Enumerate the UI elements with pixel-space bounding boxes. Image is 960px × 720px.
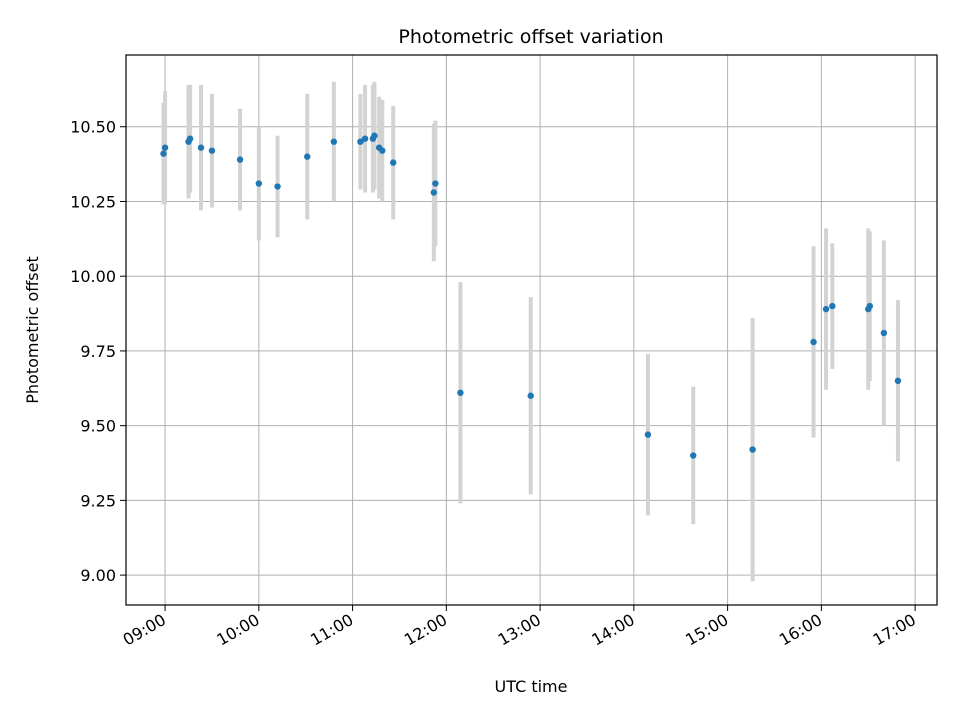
data-point <box>390 159 397 166</box>
data-point <box>357 138 364 145</box>
data-point <box>161 144 169 151</box>
plot-area-frame <box>125 54 938 606</box>
data-point <box>186 135 194 142</box>
data-point <box>880 329 888 337</box>
data-point <box>371 132 378 139</box>
data-point <box>527 392 534 399</box>
y-axis-title: Photometric offset <box>23 256 42 404</box>
y-tick-label: 9.50 <box>80 417 116 436</box>
data-point <box>379 147 386 154</box>
y-tick-label: 10.00 <box>70 267 116 286</box>
x-axis-title: UTC time <box>495 677 568 696</box>
data-point <box>457 389 464 396</box>
y-tick-label: 10.50 <box>70 118 116 137</box>
data-point <box>432 180 439 187</box>
y-tick-label: 10.25 <box>70 192 116 211</box>
data-point <box>236 156 244 163</box>
chart-title: Photometric offset variation <box>398 26 663 48</box>
y-tick-label: 9.75 <box>80 342 116 361</box>
data-point <box>822 305 830 313</box>
data-point <box>197 144 205 151</box>
data-point <box>690 452 697 459</box>
grid <box>126 55 937 605</box>
data-point <box>894 377 902 385</box>
data-point <box>160 150 167 157</box>
y-axis-ticks: 9.00 9.25 9.50 9.75 10.00 10.25 10.50 <box>70 118 126 585</box>
data-point <box>644 431 652 438</box>
data-points <box>160 132 902 459</box>
data-point <box>304 153 311 160</box>
y-tick-label: 9.25 <box>80 491 116 510</box>
data-point <box>810 338 817 346</box>
data-point <box>361 135 369 142</box>
data-point <box>274 183 281 190</box>
data-point <box>749 446 756 453</box>
data-point <box>829 302 836 310</box>
data-point <box>430 189 438 196</box>
data-point <box>255 180 263 187</box>
y-tick-label: 9.00 <box>80 566 116 585</box>
data-point <box>208 147 216 154</box>
data-point <box>866 302 874 310</box>
data-point <box>330 138 338 145</box>
